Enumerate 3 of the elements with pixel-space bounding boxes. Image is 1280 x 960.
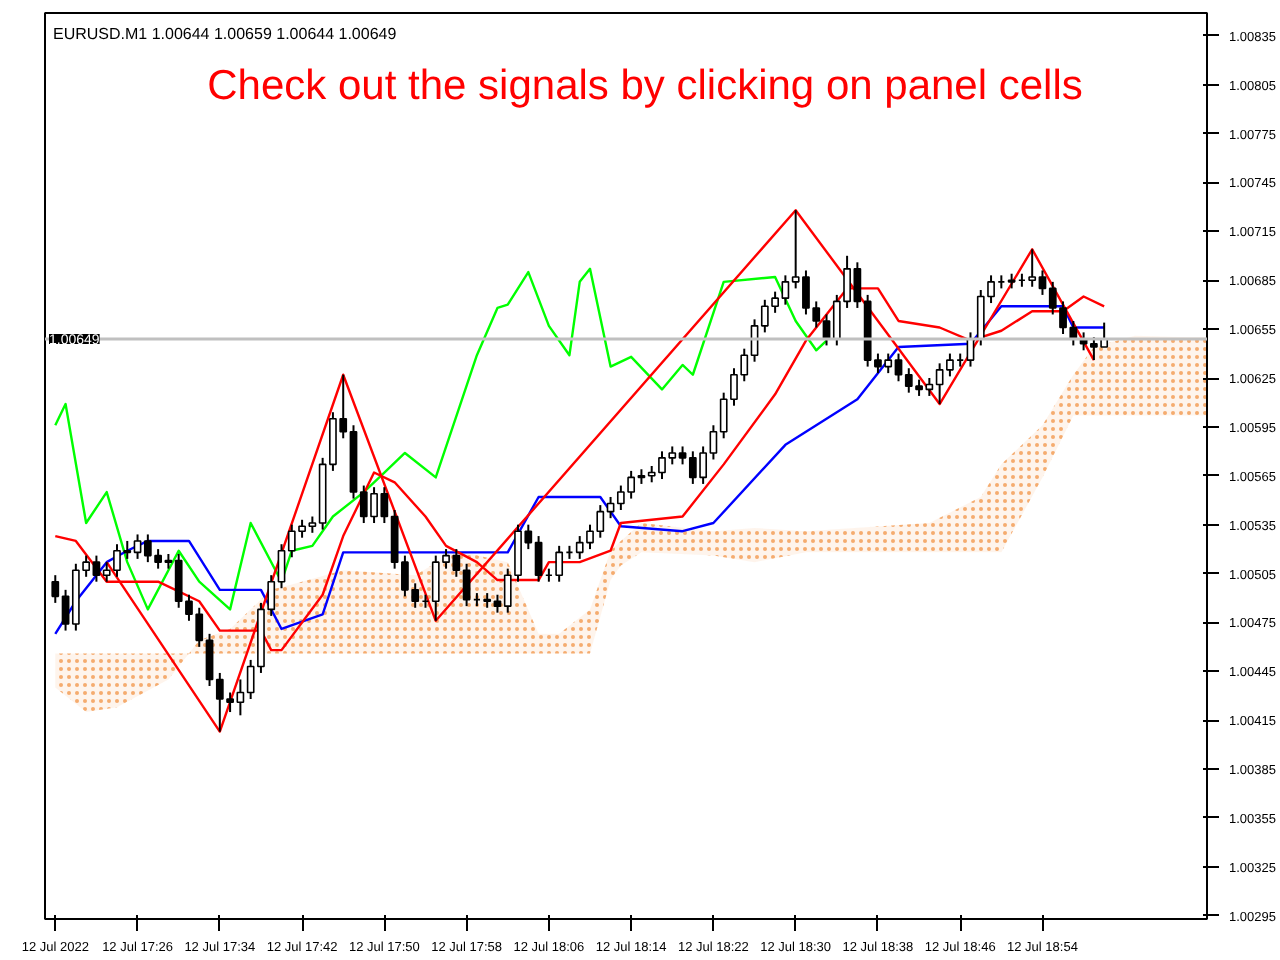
text: Check out the signals by clicking on panel cells (207, 63, 1083, 109)
line-series (54, 267, 828, 611)
annotation: EURUSD.M1 1.00644 1.00659 1.00644 1.00649 (53, 25, 398, 43)
